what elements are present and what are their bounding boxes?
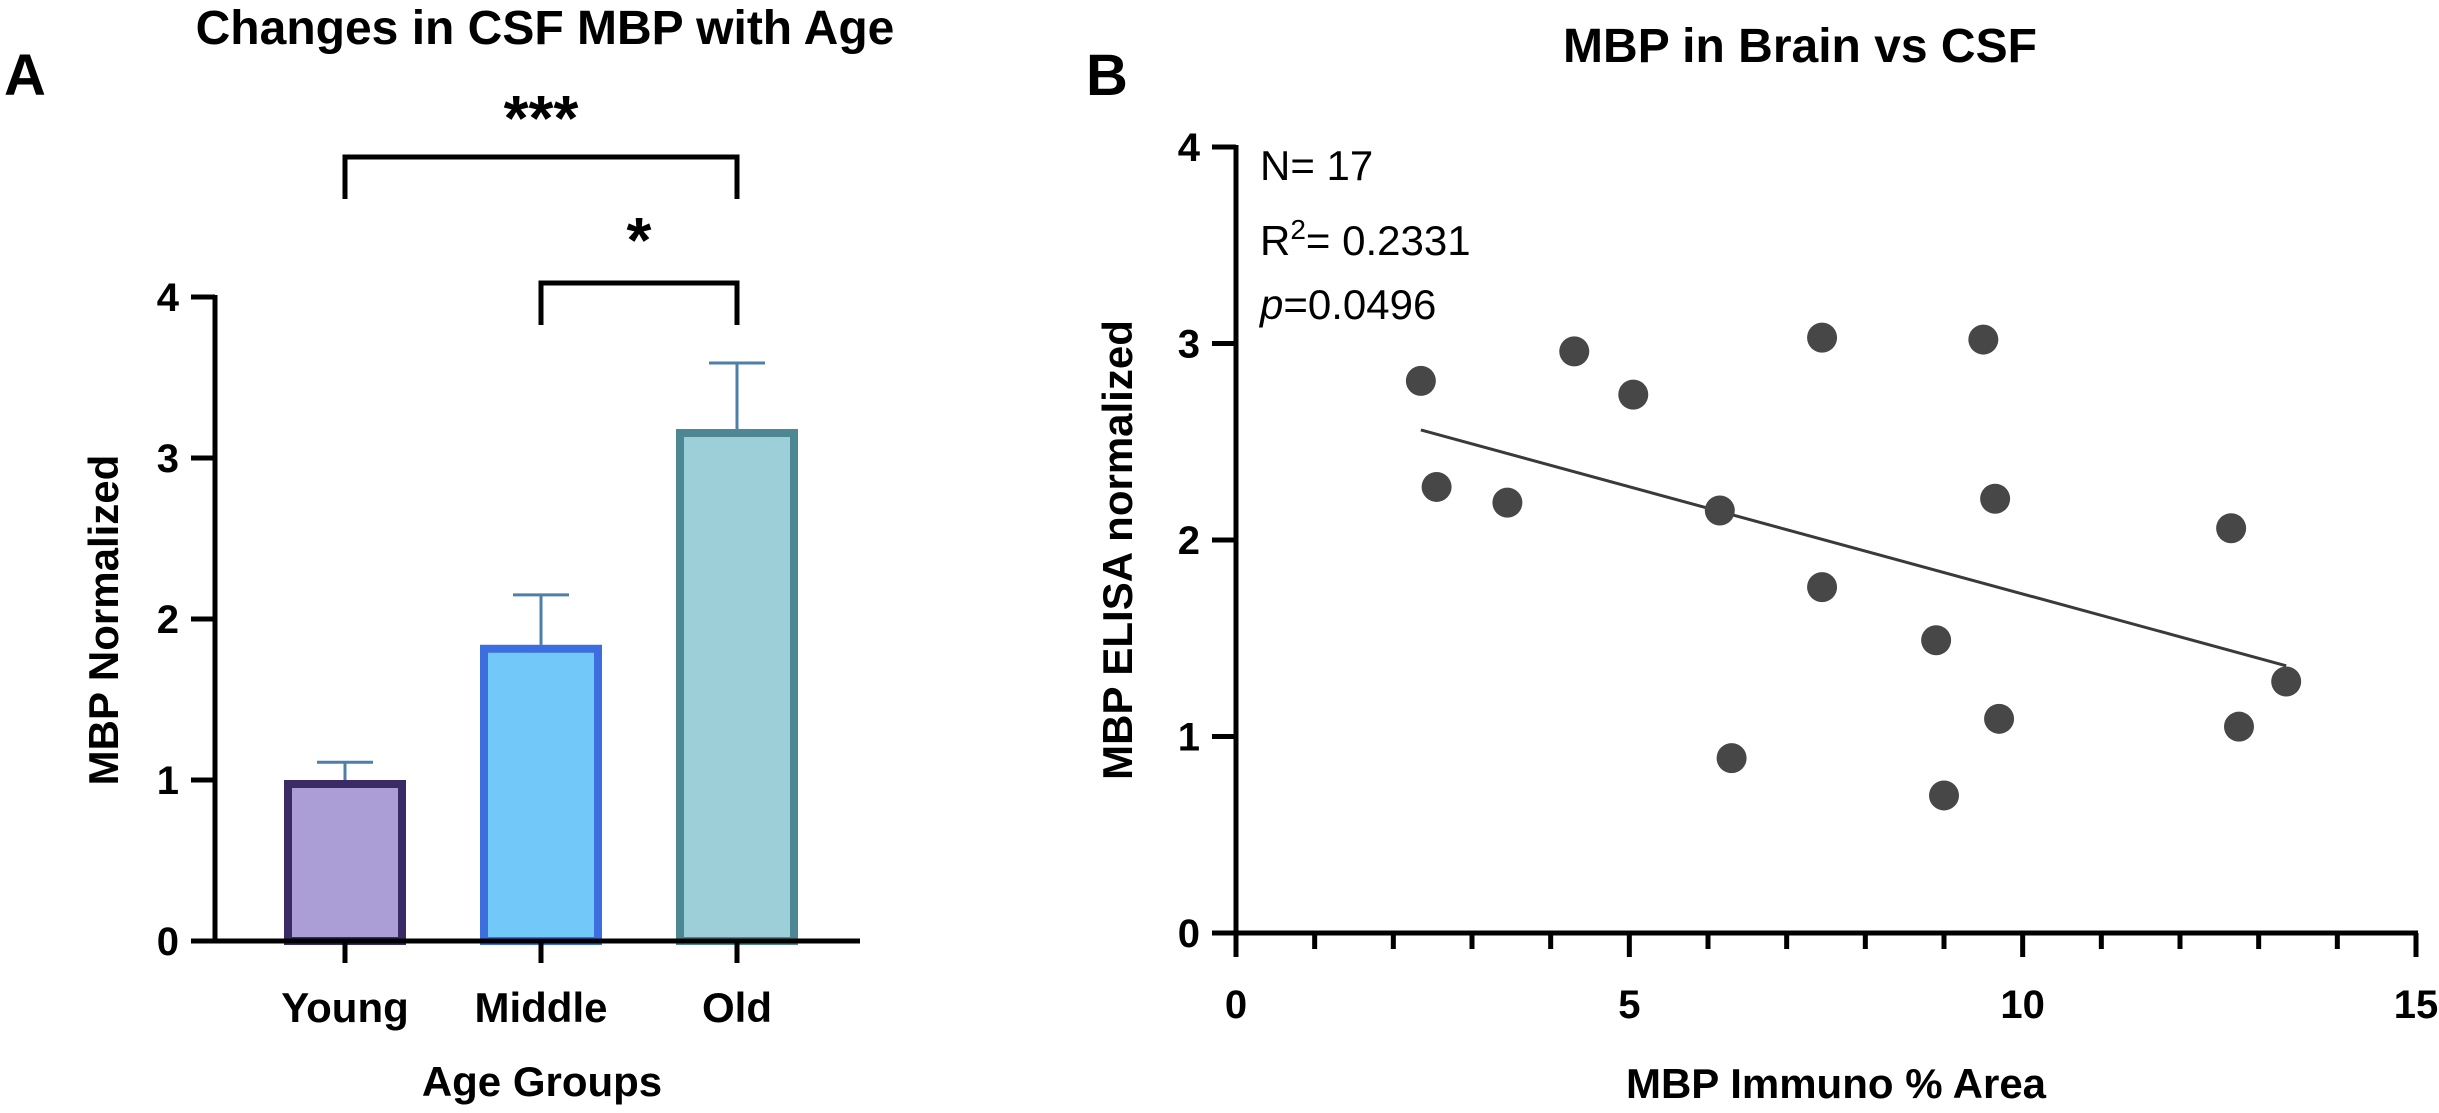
data-point-9 (1807, 572, 1838, 603)
data-point-10 (1921, 625, 1952, 656)
panel-b-label: B (1086, 43, 1128, 108)
data-point-6 (1704, 495, 1735, 526)
x-tick-label-10: 10 (2000, 983, 2045, 1027)
data-point-13 (1980, 483, 2011, 514)
y-tick-label-1: 1 (157, 759, 179, 803)
y-tick-label-2: 2 (1178, 519, 1200, 563)
significance-label-2: * (627, 204, 652, 276)
data-point-16 (2224, 711, 2254, 742)
data-point-15 (2216, 513, 2247, 544)
data-point-11 (1929, 780, 1959, 811)
data-point-8 (1807, 322, 1838, 353)
data-point-4 (1559, 336, 1590, 367)
bar-young (284, 780, 406, 945)
y-tick-label-3: 3 (157, 437, 179, 481)
y-tick-label-2: 2 (157, 598, 179, 642)
significance-bracket-2 (538, 280, 740, 325)
data-point-5 (1618, 379, 1649, 410)
x-tick-label-15: 15 (2394, 983, 2439, 1027)
x-tick-label-old: Old (702, 984, 772, 1031)
panel-b-y-axis-label: MBP ELISA normalized (1094, 320, 1141, 780)
panel-b-x-axis-label: MBP Immuno % Area (1626, 1060, 2047, 1107)
x-tick-label-0: 0 (1225, 983, 1247, 1027)
stats-r-letter: R (1260, 217, 1290, 264)
y-tick-label-4: 4 (1178, 126, 1201, 170)
stats-p-letter: p (1258, 281, 1283, 328)
y-tick-label-4: 4 (157, 276, 180, 320)
y-tick-label-0: 0 (1178, 912, 1200, 956)
data-point-7 (1716, 743, 1747, 774)
stats-p-value: =0.0496 (1283, 281, 1436, 328)
data-point-17 (2271, 666, 2302, 697)
panel-a-y-axis-label: MBP Normalized (80, 455, 127, 786)
stats-r-superscript: 2 (1290, 214, 1306, 245)
panel-b: B MBP in Brain vs CSF MBP ELISA normaliz… (1086, 20, 2438, 1107)
y-tick-label-0: 0 (157, 920, 179, 964)
stats-r-value: = 0.2331 (1306, 217, 1471, 264)
significance-label-1: *** (504, 82, 579, 154)
significance-bracket-1 (342, 154, 740, 199)
data-point-3 (1492, 487, 1523, 518)
stats-n: N= 17 (1260, 142, 1373, 189)
data-point-2 (1421, 471, 1452, 502)
regression-line (1420, 428, 2287, 668)
data-point-12 (1968, 324, 1999, 355)
bar-middle (480, 644, 602, 945)
panel-a: A Changes in CSF MBP with Age MBP Normal… (4, 2, 894, 1105)
y-tick-label-1: 1 (1178, 716, 1200, 760)
panel-a-title: Changes in CSF MBP with Age (196, 2, 895, 55)
x-tick-label-young: Young (281, 984, 409, 1031)
panel-a-label: A (4, 43, 46, 108)
y-tick-label-3: 3 (1178, 323, 1200, 367)
panel-b-title: MBP in Brain vs CSF (1563, 20, 2037, 73)
x-tick-label-middle: Middle (475, 984, 608, 1031)
data-point-14 (1984, 703, 2015, 734)
data-point-1 (1405, 365, 1436, 396)
x-tick-label-5: 5 (1618, 983, 1640, 1027)
stats-annotation: N= 17 R2= 0.2331 p=0.0496 (1258, 142, 1471, 328)
bar-old (676, 429, 798, 945)
stats-r-squared: R2= 0.2331 (1260, 214, 1471, 264)
stats-p: p=0.0496 (1258, 281, 1436, 328)
panel-a-x-axis-label: Age Groups (422, 1058, 662, 1105)
